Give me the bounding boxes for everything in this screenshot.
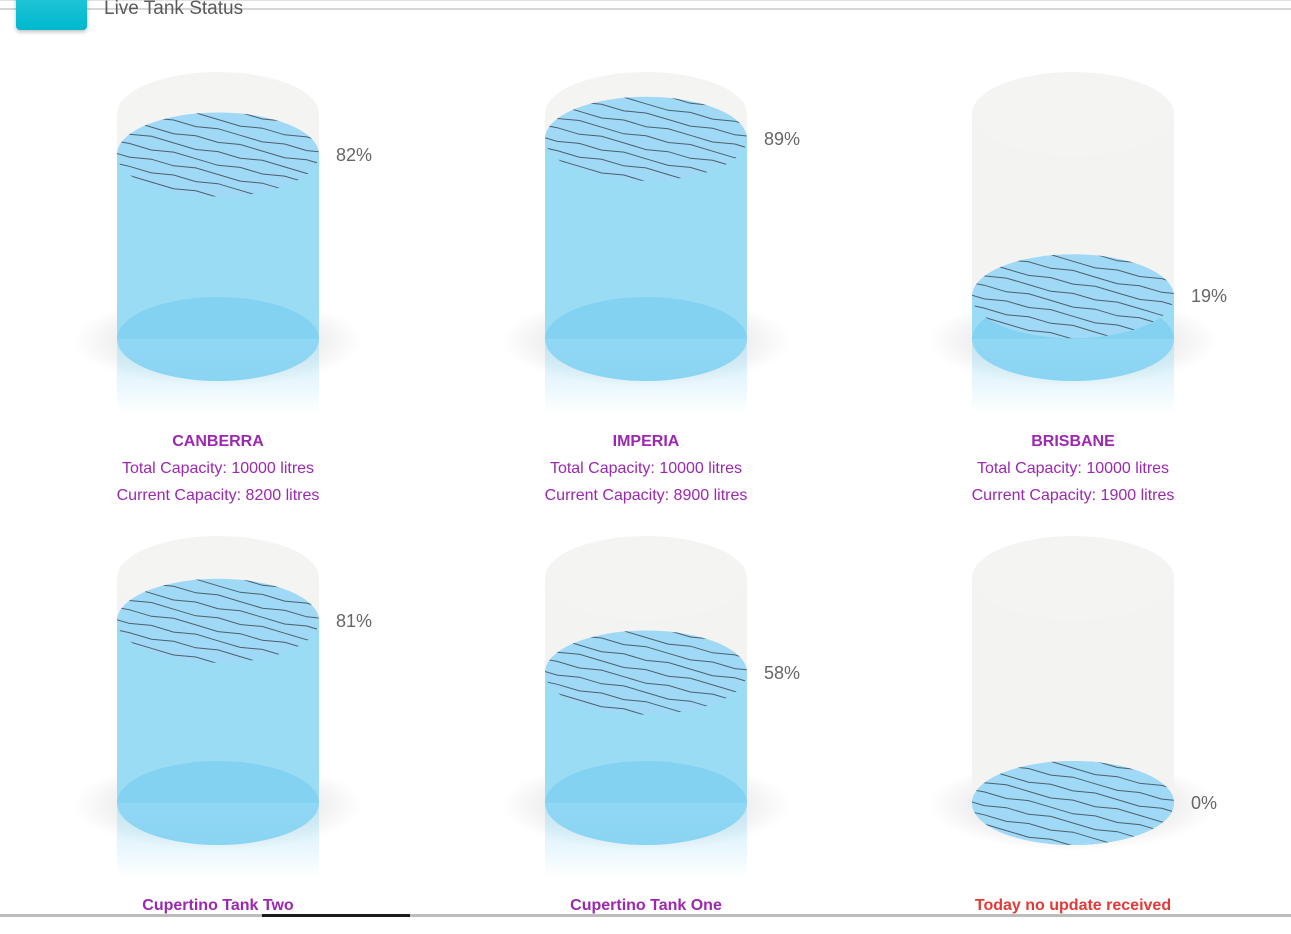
tank-total-capacity: Total Capacity: 10000 litres: [549, 460, 743, 477]
tank-card: 58% Cupertino Tank One: [428, 464, 856, 934]
tank-percent-label: 89%: [764, 128, 801, 149]
tank-name: CANBERRA: [172, 433, 264, 450]
tank-name: Cupertino Tank One: [570, 897, 722, 914]
tank-percent-label: 58%: [764, 662, 801, 683]
tank-current-capacity: Current Capacity: 1900 litres: [971, 487, 1175, 504]
tank-total-capacity: Total Capacity: 10000 litres: [976, 460, 1170, 477]
tank-card: 89% IMPERIA Total Capacity: 10000 litres Cu…: [428, 0, 856, 504]
tank-total-capacity: Total Capacity: 10000 litres: [121, 460, 315, 477]
tank-current-capacity: Current Capacity: 8200 litres: [116, 487, 320, 504]
header-divider: [0, 8, 1291, 10]
tank-current-capacity: Current Capacity: 8900 litres: [544, 487, 748, 504]
tank-cylinder: [928, 536, 1218, 851]
tank-name: IMPERIA: [612, 433, 680, 450]
tank-cylinder: [73, 536, 363, 878]
tank-cylinder: [73, 72, 363, 414]
horizontal-scrollbar[interactable]: [0, 914, 1291, 917]
tank-percent-label: 82%: [336, 144, 373, 165]
tank-card: 0% Today no update received: [855, 464, 1283, 934]
tank-card: 81% Cupertino Tank Two: [0, 464, 428, 934]
tank-name: BRISBANE: [1031, 433, 1115, 450]
tank-card: 82% CANBERRA Total Capacity: 10000 litres C…: [0, 0, 428, 504]
tank-card: 19% BRISBANE Total Capacity: 10000 litres C…: [855, 0, 1283, 504]
tank-cylinder: [501, 72, 791, 414]
tank-cylinder: [928, 72, 1218, 414]
water-level: [972, 761, 1174, 845]
header-icon-badge: [16, 0, 87, 30]
water-level: [117, 112, 319, 414]
tank-name: Cupertino Tank Two: [142, 897, 294, 914]
water-level: [545, 96, 747, 414]
tank-percent-label: 19%: [1191, 286, 1228, 307]
page-title: Live Tank Status: [104, 0, 244, 19]
tank-percent-label: 81%: [336, 610, 373, 631]
tank-percent-label: 0%: [1191, 793, 1218, 813]
scrollbar-thumb[interactable]: [262, 914, 410, 917]
tank-name: Today no update received: [974, 897, 1172, 914]
water-level: [117, 578, 319, 878]
tank-cylinder: [501, 536, 791, 878]
window-top-border: [0, 0, 1291, 1]
